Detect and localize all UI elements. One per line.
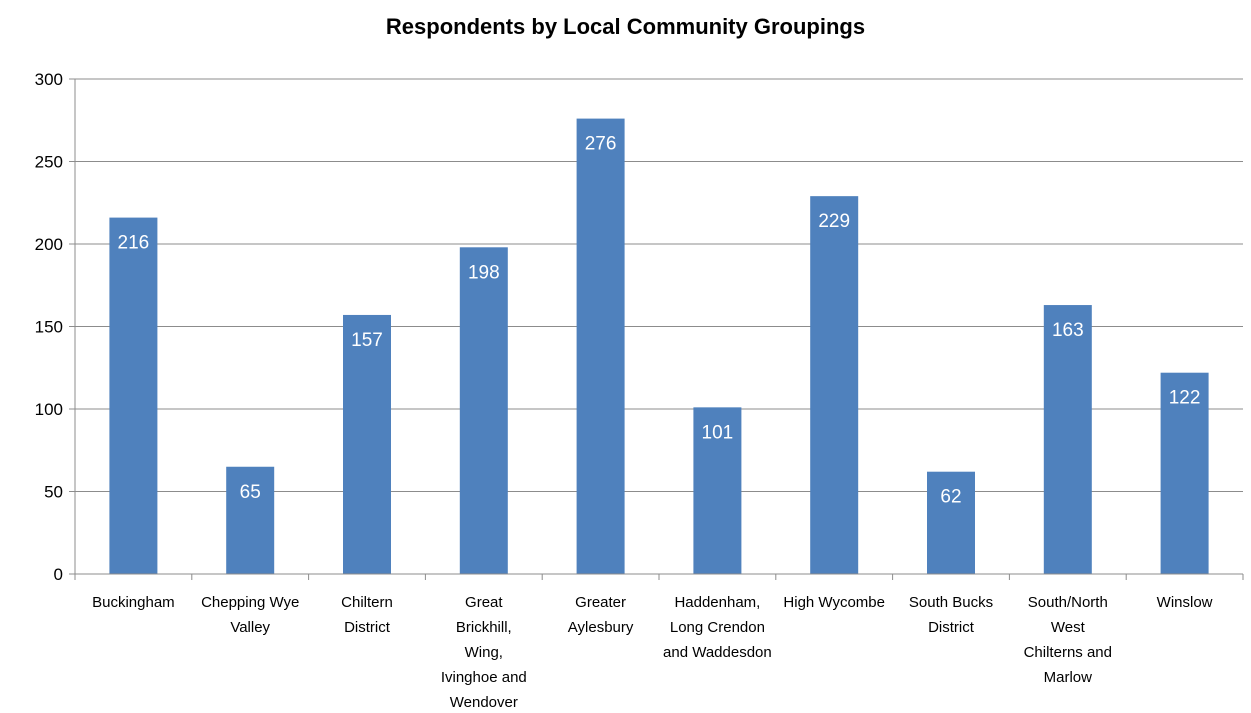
x-tick-label: South Bucks District xyxy=(909,594,993,636)
y-tick-label: 300 xyxy=(35,70,63,89)
y-tick-label: 50 xyxy=(44,483,63,502)
y-tick-label: 0 xyxy=(54,565,63,584)
y-tick-label: 100 xyxy=(35,400,63,419)
data-label: 65 xyxy=(240,482,261,503)
bar xyxy=(693,407,742,574)
bar xyxy=(226,466,275,574)
bar xyxy=(343,314,391,574)
x-tick-label: Chepping Wye Valley xyxy=(201,594,299,636)
data-label: 122 xyxy=(1169,388,1201,409)
chart-title: Respondents by Local Community Groupings xyxy=(385,14,866,39)
axes xyxy=(69,78,1244,580)
data-label: 276 xyxy=(585,134,617,155)
x-tick-label: Great Brickhill, Wing, Ivinghoe and Wendover xyxy=(441,594,527,711)
x-tick-label: Greater Aylesbury xyxy=(568,594,634,636)
data-label: 157 xyxy=(351,330,383,351)
bar xyxy=(459,247,508,575)
data-label: 62 xyxy=(940,487,961,508)
bar xyxy=(109,217,158,574)
bars xyxy=(109,118,1209,575)
y-tick-label: 150 xyxy=(35,318,63,337)
y-tick-label: 200 xyxy=(35,235,63,254)
y-tick-label: 250 xyxy=(35,153,63,172)
bar xyxy=(1043,305,1092,574)
data-label: 198 xyxy=(468,262,500,283)
data-label: 229 xyxy=(818,211,850,232)
labels: 0 50 100 150 200 250 300 216 Buckingham 65 Cheppin… xyxy=(35,70,1213,711)
bar xyxy=(1160,372,1209,574)
bar xyxy=(576,118,625,574)
x-tick-label: Winslow xyxy=(1157,594,1213,611)
data-label: 216 xyxy=(118,233,150,254)
data-label: 163 xyxy=(1052,320,1084,341)
bar xyxy=(810,196,859,574)
bar xyxy=(927,471,975,574)
x-tick-label: Haddenham, Long Crendon and Waddesdon xyxy=(663,594,772,661)
x-tick-label: High Wycombe xyxy=(783,594,885,611)
x-tick-label: Buckingham xyxy=(92,594,175,611)
x-tick-label: South/North West Chilterns and Marlow xyxy=(1024,594,1112,686)
x-tick-label: Chiltern District xyxy=(341,594,393,636)
data-label: 101 xyxy=(702,422,734,443)
